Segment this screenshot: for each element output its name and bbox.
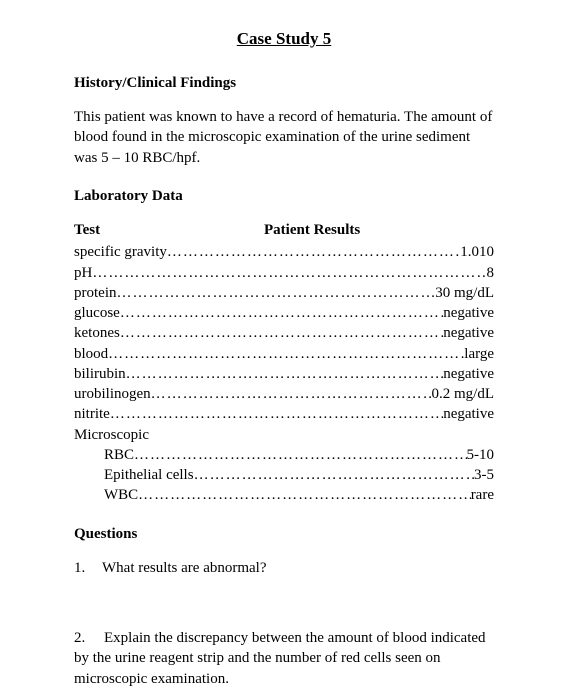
lab-column-headers: Test Patient Results [74,220,494,240]
question-number: 1. [74,558,102,578]
leader-dots [194,465,474,485]
lab-row: blood large [74,344,494,364]
lab-row: specific gravity 1.010 [74,242,494,262]
lab-result-value: negative [443,303,494,323]
leader-dots [167,242,460,262]
leader-dots [120,303,443,323]
lab-test-label: specific gravity [74,242,167,262]
lab-result-value: negative [443,364,494,384]
lab-test-label: RBC [104,445,134,465]
case-study-title: Case Study 5 [74,28,494,51]
lab-test-label: WBC [104,485,138,505]
question-2: 2. Explain the discrepancy between the a… [74,628,494,689]
lab-result-value: negative [443,323,494,343]
lab-row: RBC 5-10 [74,445,494,465]
lab-row: urobilinogen 0.2 mg/dL [74,384,494,404]
col-header-test: Test [74,220,264,240]
leader-dots [134,445,466,465]
leader-dots [138,485,471,505]
lab-test-label: bilirubin [74,364,126,384]
leader-dots [110,404,443,424]
leader-dots [120,323,443,343]
lab-result-value: negative [443,404,494,424]
question-number: 2. [74,630,85,646]
lab-test-label: ketones [74,323,120,343]
lab-row: Epithelial cells 3-5 [74,465,494,485]
lab-test-label: nitrite [74,404,110,424]
microscopic-label: Microscopic [74,425,494,445]
leader-dots [117,283,436,303]
history-heading: History/Clinical Findings [74,73,494,93]
lab-test-label: glucose [74,303,120,323]
col-header-results: Patient Results [264,220,360,240]
lab-result-value: 1.010 [460,242,494,262]
lab-row: WBC rare [74,485,494,505]
lab-row: ketones negative [74,323,494,343]
lab-test-label: protein [74,283,117,303]
lab-test-label: urobilinogen [74,384,151,404]
lab-test-label: Epithelial cells [104,465,194,485]
lab-result-value: 8 [487,263,495,283]
lab-row: bilirubin negative [74,364,494,384]
lab-row: protein 30 mg/dL [74,283,494,303]
leader-dots [126,364,444,384]
question-text: Explain the discrepancy between the amou… [74,630,486,687]
leader-dots [92,263,486,283]
lab-result-value: large [464,344,494,364]
question-text: What results are abnormal? [102,558,494,578]
lab-result-value: 30 mg/dL [435,283,494,303]
lab-row: glucose negative [74,303,494,323]
lab-test-label: pH [74,263,92,283]
lab-result-value: 0.2 mg/dL [432,384,495,404]
questions-heading: Questions [74,524,494,544]
history-text: This patient was known to have a record … [74,107,494,168]
microscopic-table: RBC 5-10 Epithelial cells 3-5 WBC rare [74,445,494,506]
leader-dots [108,344,464,364]
lab-result-value: 3-5 [474,465,494,485]
lab-result-value: rare [471,485,494,505]
lab-row: pH 8 [74,263,494,283]
lab-test-label: blood [74,344,108,364]
leader-dots [151,384,432,404]
question-1: 1. What results are abnormal? [74,558,494,578]
lab-heading: Laboratory Data [74,186,494,206]
lab-result-value: 5-10 [467,445,495,465]
lab-table: specific gravity1.010pH8protein30 mg/dLg… [74,242,494,424]
lab-row: nitrite negative [74,404,494,424]
